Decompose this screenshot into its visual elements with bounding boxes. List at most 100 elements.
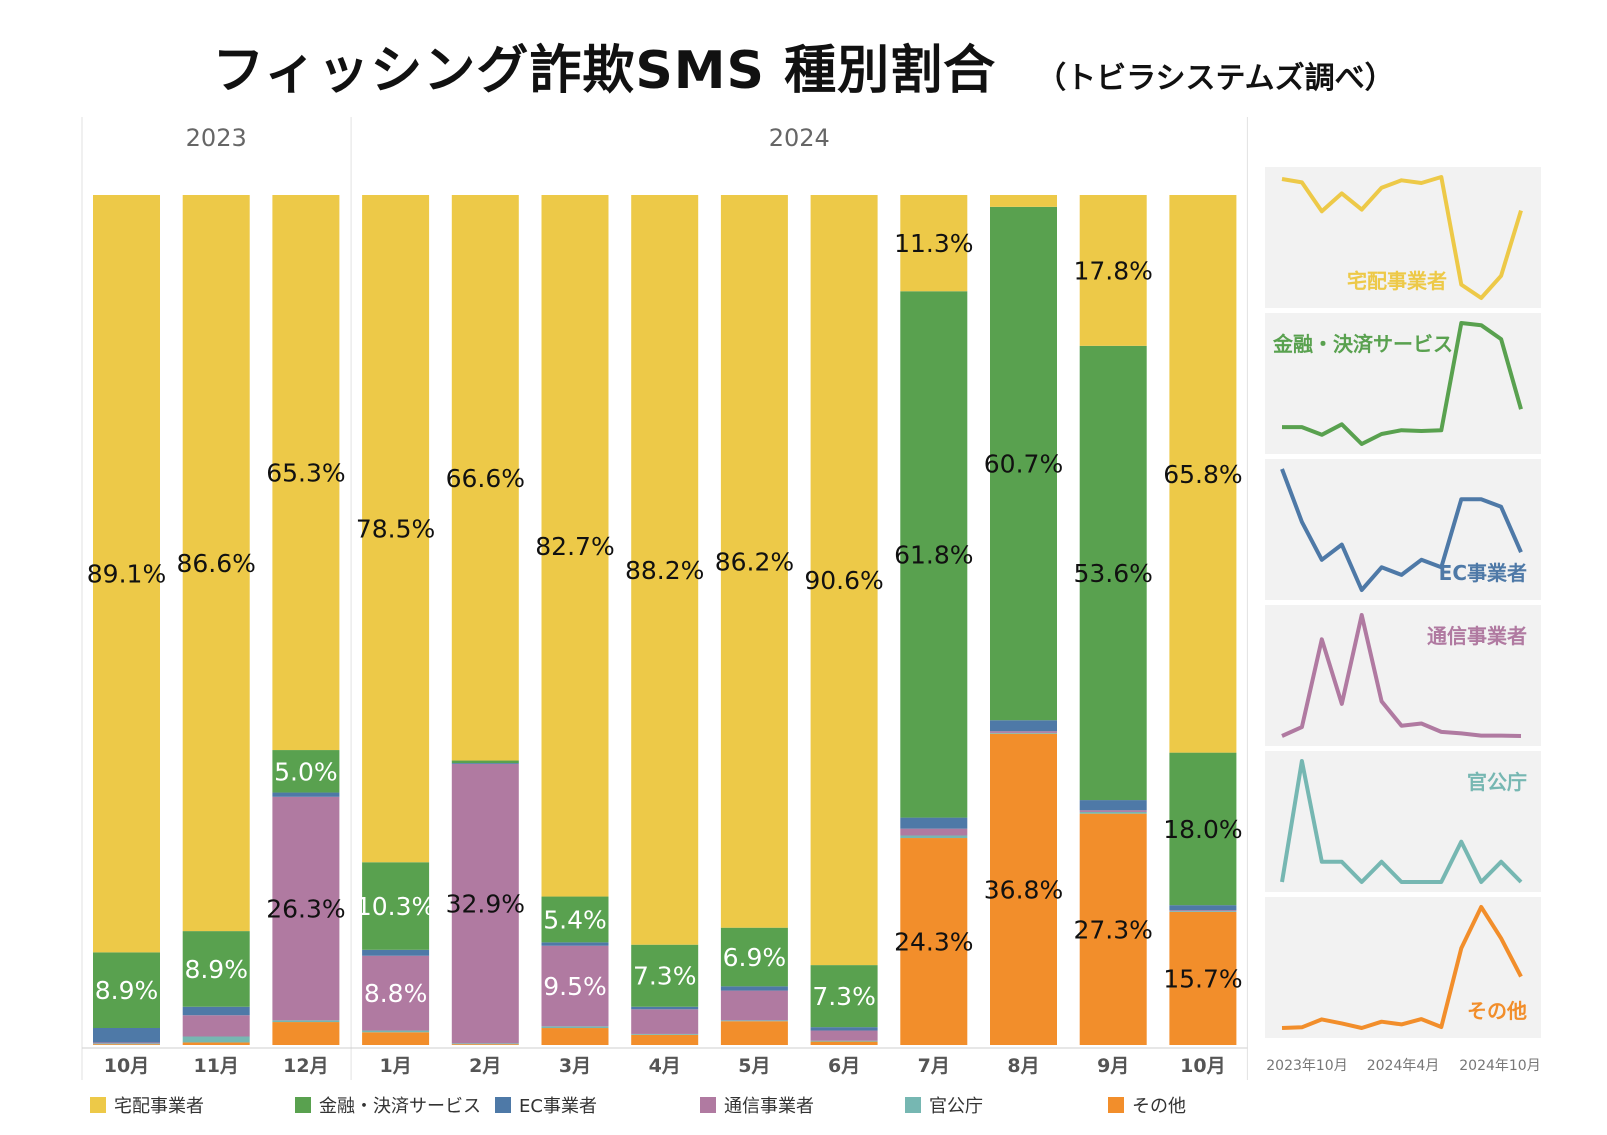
bar-segment-通信事業者-12: [1079, 810, 1147, 812]
x-tick-label: 4月: [649, 1055, 681, 1077]
data-label: 6.9%: [723, 943, 787, 972]
bar-segment-官公庁-4: [362, 1030, 430, 1033]
x-tick-label: 8月: [1007, 1055, 1039, 1077]
x-tick-label: 3月: [559, 1055, 591, 1077]
bar-segment-通信事業者-7: [631, 1009, 699, 1034]
chart-title: フィッシング詐欺SMS 種別割合: [212, 41, 997, 101]
bar-segment-官公庁-8: [720, 1020, 788, 1022]
data-label: 18.0%: [1163, 815, 1242, 844]
sparkline-label-官公庁: 官公庁: [1467, 770, 1527, 794]
sparkline-金融・決済サービス: [1282, 321, 1523, 446]
bar-segment-官公庁-2: [182, 1036, 250, 1043]
legend-label: 官公庁: [929, 1096, 983, 1117]
data-label: 66.6%: [446, 464, 525, 493]
bar-segment-宅配事業者-10: [900, 195, 968, 292]
bar-segment-その他-1: [93, 1044, 160, 1045]
bar-segment-通信事業者-1: [93, 1042, 160, 1044]
bar-segment-宅配事業者-2: [182, 195, 250, 932]
bar-segment-EC事業者-8: [720, 986, 788, 991]
legend-item-金融・決済サービス: 金融・決済サービス: [295, 1092, 481, 1118]
bar-segment-金融・決済サービス-8: [720, 927, 788, 987]
legend-swatch: [495, 1097, 511, 1113]
data-label: 7.3%: [812, 982, 876, 1011]
legend-label: その他: [1132, 1096, 1186, 1117]
bar-segment-EC事業者-12: [1079, 800, 1147, 811]
bar-segment-EC事業者-4: [362, 949, 430, 956]
bar-segment-官公庁-10: [900, 835, 968, 839]
bar-segment-金融・決済サービス-4: [362, 862, 430, 950]
bar-segment-宅配事業者-9: [810, 195, 878, 966]
bar-segment-官公庁-6: [541, 1026, 609, 1029]
x-tick-label: 7月: [918, 1055, 950, 1077]
legend-label: EC事業者: [519, 1096, 597, 1117]
data-label: 86.2%: [715, 547, 794, 576]
bar-segment-通信事業者-13: [1169, 910, 1237, 912]
year-label-2024: 2024: [769, 124, 830, 152]
bar-segment-官公庁-9: [810, 1040, 878, 1042]
bar-segment-官公庁-3: [272, 1020, 340, 1023]
sparkline-x-tick: 2024年4月: [1367, 1058, 1440, 1074]
bar-segment-官公庁-12: [1079, 811, 1147, 814]
bar-segment-金融・決済サービス-11: [990, 206, 1057, 721]
bar-segment-EC事業者-9: [810, 1027, 878, 1031]
legend-swatch: [295, 1097, 311, 1113]
legend-swatch: [905, 1097, 921, 1113]
bar-segment-EC事業者-13: [1169, 905, 1237, 911]
data-label: 8.9%: [95, 976, 159, 1005]
data-label: 65.8%: [1163, 460, 1242, 489]
sparkline-x-tick: 2024年10月: [1459, 1058, 1540, 1074]
bar-segment-金融・決済サービス-9: [810, 965, 878, 1028]
data-label: 5.0%: [274, 757, 338, 786]
data-label: 65.3%: [266, 459, 345, 488]
sparkline-label-EC事業者: EC事業者: [1439, 561, 1527, 585]
sparkline-label-宅配事業者: 宅配事業者: [1347, 269, 1447, 293]
x-tick-label: 1月: [379, 1055, 411, 1077]
bar-segment-EC事業者-7: [631, 1006, 699, 1010]
sparkline-panel-通信事業者: [1265, 605, 1541, 746]
legend-item-その他: その他: [1108, 1092, 1186, 1118]
sparkline-その他: [1281, 905, 1523, 1030]
sparkline-label-その他: その他: [1467, 999, 1527, 1023]
bar-segment-金融・決済サービス-7: [631, 944, 699, 1007]
data-label: 10.3%: [356, 892, 435, 921]
bar-segment-その他-7: [631, 1034, 699, 1045]
data-label: 5.4%: [543, 905, 607, 934]
bar-segment-宅配事業者-3: [272, 195, 340, 751]
bar-segment-通信事業者-10: [900, 828, 968, 836]
bar-segment-官公庁-1: [93, 1043, 160, 1045]
data-label: 89.1%: [87, 560, 166, 589]
bar-segment-宅配事業者-12: [1079, 195, 1147, 346]
bar-segment-宅配事業者-11: [990, 195, 1057, 207]
x-tick-label: 12月: [283, 1055, 328, 1077]
bar-segment-EC事業者-1: [93, 1028, 160, 1043]
legend-item-宅配事業者: 宅配事業者: [90, 1092, 204, 1118]
data-label: 88.2%: [625, 556, 704, 585]
bar-segment-その他-3: [272, 1022, 340, 1045]
data-label: 24.3%: [894, 928, 973, 957]
data-label: 90.6%: [804, 566, 883, 595]
bar-segment-通信事業者-11: [990, 731, 1057, 733]
x-tick-label: 10月: [104, 1055, 149, 1077]
sparkline-x-tick: 2023年10月: [1266, 1058, 1347, 1074]
sparkline-通信事業者: [1281, 613, 1522, 738]
bar-segment-通信事業者-3: [272, 796, 340, 1021]
x-tick-label: 10月: [1180, 1055, 1225, 1077]
bar-segment-EC事業者-2: [182, 1006, 250, 1016]
data-label: 78.5%: [356, 515, 435, 544]
data-label: 32.9%: [446, 890, 525, 919]
bar-segment-金融・決済サービス-10: [900, 291, 968, 818]
legend-swatch: [1108, 1097, 1124, 1113]
bar-segment-宅配事業者-4: [362, 195, 430, 863]
bar-segment-EC事業者-3: [272, 792, 340, 797]
data-label: 7.3%: [633, 962, 697, 991]
bar-segment-その他-5: [451, 1044, 519, 1045]
bar-segment-EC事業者-10: [900, 817, 968, 829]
bar-segment-その他-4: [362, 1032, 430, 1045]
bar-segment-宅配事業者-5: [451, 195, 519, 761]
bar-segment-その他-10: [900, 838, 968, 1045]
data-label: 60.7%: [984, 450, 1063, 479]
data-label: 8.9%: [184, 955, 248, 984]
bar-segment-金融・決済サービス-6: [541, 896, 609, 943]
year-label-2023: 2023: [186, 124, 247, 152]
bar-segment-その他-11: [990, 733, 1057, 1045]
